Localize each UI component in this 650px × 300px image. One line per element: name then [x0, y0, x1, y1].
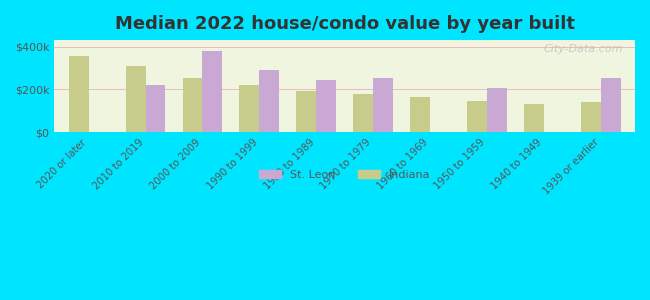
Bar	[125, 66, 146, 132]
Bar	[259, 70, 280, 132]
Title: Median 2022 house/condo value by year built: Median 2022 house/condo value by year bu…	[115, 15, 575, 33]
Bar	[183, 78, 202, 132]
Bar	[373, 78, 393, 132]
Bar	[487, 88, 507, 132]
Bar	[239, 85, 259, 132]
Bar	[69, 56, 88, 132]
Bar	[354, 94, 373, 132]
Bar	[202, 51, 222, 132]
Bar	[601, 78, 621, 132]
Bar	[410, 97, 430, 132]
Bar	[317, 80, 336, 132]
Bar	[296, 91, 317, 132]
Text: City-Data.com: City-Data.com	[544, 44, 623, 54]
Bar	[581, 102, 601, 132]
Bar	[146, 85, 166, 132]
Bar	[467, 101, 487, 132]
Legend: St. Leon, Indiana: St. Leon, Indiana	[255, 165, 435, 184]
Bar	[524, 104, 544, 132]
